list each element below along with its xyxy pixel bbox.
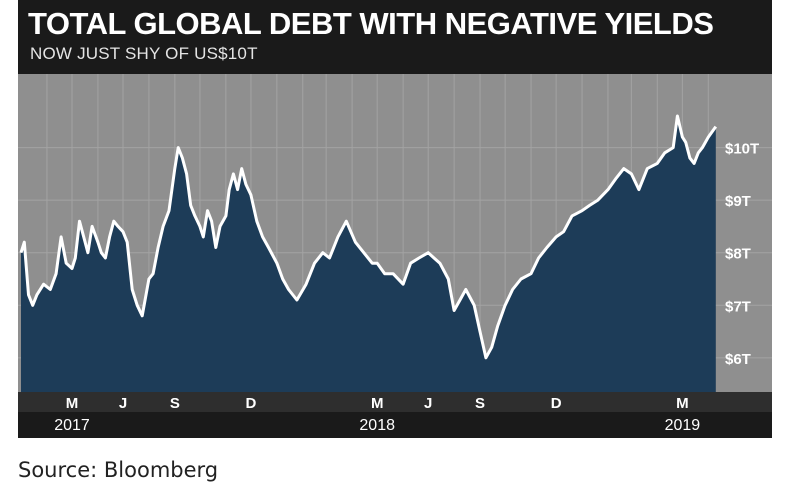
x-tick-label: J (424, 395, 432, 412)
x-tick-label: J (119, 395, 127, 412)
x-tick-label: M (676, 395, 689, 412)
chart-card: TOTAL GLOBAL DEBT WITH NEGATIVE YIELDS N… (18, 0, 772, 438)
year-label: 2019 (665, 417, 701, 434)
x-tick-label: M (66, 395, 79, 412)
year-labels: 2017 2018 2019 (54, 417, 700, 434)
y-axis-tick-labels: $6T $7T $8T $9T $10T (725, 141, 759, 368)
chart-title: TOTAL GLOBAL DEBT WITH NEGATIVE YIELDS (28, 6, 714, 41)
y-tick-label: $10T (725, 141, 759, 158)
x-tick-label: D (246, 395, 257, 412)
area-chart: $6T $7T $8T $9T $10T M J S D M J S D M 2017 2018 2019 (18, 74, 772, 434)
series-area (21, 116, 716, 392)
x-tick-label: M (371, 395, 384, 412)
y-tick-label: $8T (725, 246, 751, 263)
source-note: Source: Bloomberg (18, 458, 219, 482)
series-line (19, 114, 718, 360)
y-tick-label: $6T (725, 351, 751, 368)
y-tick-label: $9T (725, 193, 751, 210)
x-tick-label: S (475, 395, 485, 412)
month-strip (18, 392, 772, 412)
chart-subtitle: NOW JUST SHY OF US$10T (30, 44, 258, 63)
year-label: 2018 (359, 417, 395, 434)
x-tick-label: D (551, 395, 562, 412)
x-tick-label: S (170, 395, 180, 412)
y-tick-label: $7T (725, 298, 751, 315)
year-label: 2017 (54, 417, 90, 434)
